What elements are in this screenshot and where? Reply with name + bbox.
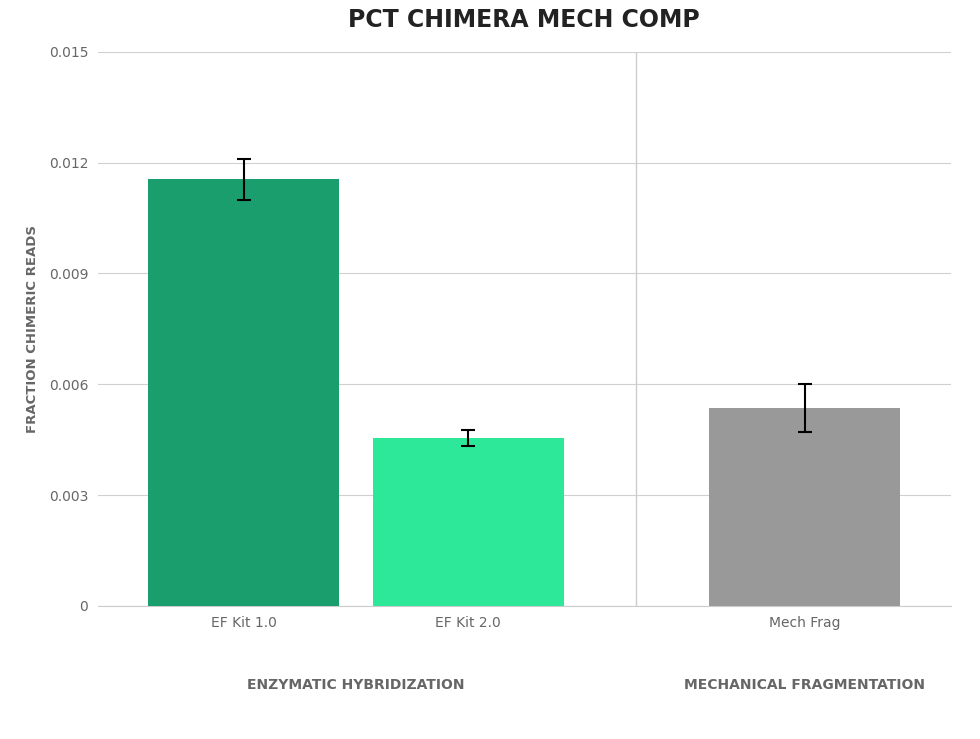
Bar [149, 179, 339, 606]
Bar [710, 408, 900, 606]
Y-axis label: FRACTION CHIMERIC READS: FRACTION CHIMERIC READS [25, 225, 38, 433]
Text: ENZYMATIC HYBRIDIZATION: ENZYMATIC HYBRIDIZATION [247, 678, 465, 692]
Bar [372, 437, 564, 606]
Text: MECHANICAL FRAGMENTATION: MECHANICAL FRAGMENTATION [684, 678, 925, 692]
Title: PCT CHIMERA MECH COMP: PCT CHIMERA MECH COMP [349, 7, 700, 32]
